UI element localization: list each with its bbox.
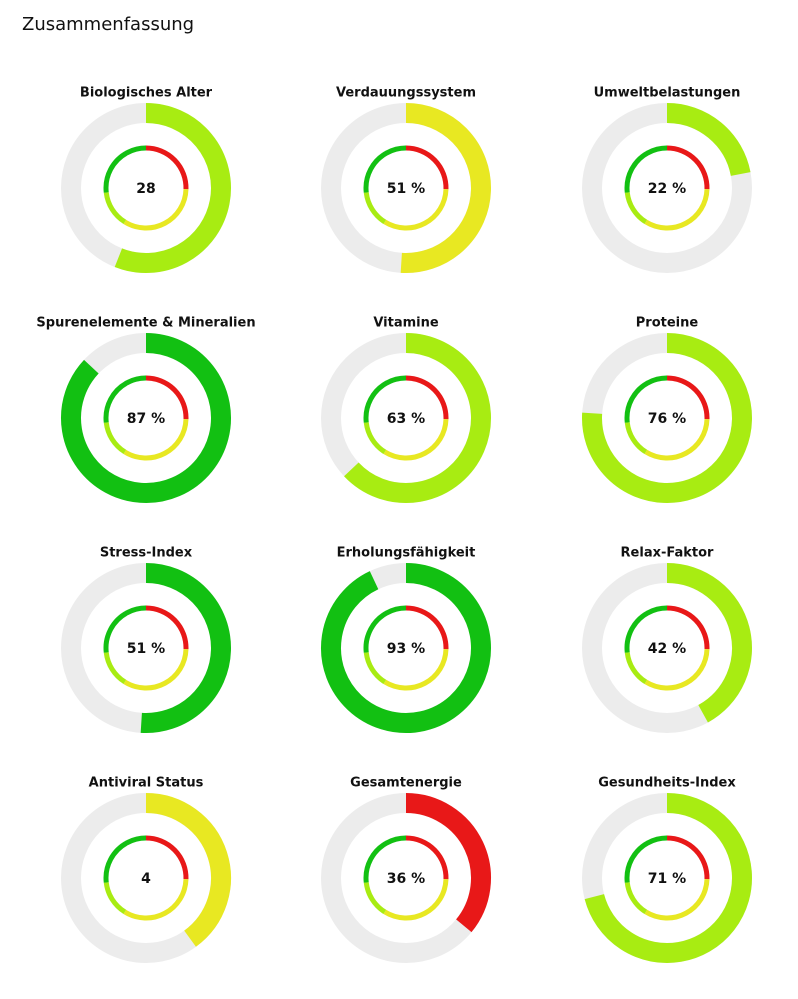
inner-ring-segment	[644, 649, 710, 691]
inner-ring-segment	[624, 610, 650, 653]
gauge-arc	[400, 103, 491, 273]
inner-ring-segment	[145, 145, 189, 190]
inner-ring-segment	[666, 375, 710, 420]
inner-ring-segment	[103, 192, 127, 225]
inner-ring-segment	[624, 882, 648, 915]
gauge-value-label: 51 %	[387, 181, 425, 197]
inner-ring-segment	[644, 879, 710, 921]
inner-ring-segment	[123, 879, 189, 921]
inner-ring-segment	[644, 419, 710, 461]
gauge-title: Gesundheits-Index	[598, 776, 736, 791]
inner-ring-segment	[363, 422, 387, 455]
gauge-value-label: 36 %	[387, 871, 425, 887]
inner-ring-segment	[123, 649, 189, 691]
inner-ring-segment	[125, 605, 147, 616]
inner-ring-segment	[363, 192, 387, 225]
gauge-title: Proteine	[636, 316, 699, 331]
inner-ring-segment	[103, 652, 127, 685]
inner-ring-segment	[103, 840, 129, 883]
gauge-value-label: 76 %	[648, 411, 686, 427]
gauge-arc	[666, 103, 751, 177]
inner-ring-segment	[624, 422, 648, 455]
gauge-arc	[145, 793, 231, 947]
gauge-title: Spurenelemente & Mineralien	[36, 316, 255, 331]
inner-ring-segment	[383, 189, 449, 231]
inner-ring-segment	[363, 380, 389, 423]
inner-ring-segment	[103, 422, 127, 455]
gauge-arc	[405, 793, 491, 933]
inner-ring-segment	[405, 835, 449, 880]
gauge-title: Biologisches Alter	[80, 86, 213, 101]
gauge-value-label: 4	[141, 871, 151, 887]
page-title: Zusammenfassung	[22, 14, 194, 35]
inner-ring-segment	[405, 145, 449, 190]
inner-ring-segment	[125, 145, 147, 156]
gauge-arc	[140, 563, 231, 733]
gauge-title: Verdauungssystem	[336, 86, 476, 101]
inner-ring-segment	[624, 192, 648, 225]
inner-ring-segment	[123, 419, 189, 461]
gauge-title: Umweltbelastungen	[594, 86, 741, 101]
inner-ring-segment	[125, 835, 147, 846]
inner-ring-segment	[363, 150, 389, 193]
inner-ring-segment	[383, 419, 449, 461]
inner-ring-segment	[646, 145, 668, 156]
inner-ring-segment	[624, 380, 650, 423]
inner-ring-segment	[644, 189, 710, 231]
inner-ring-segment	[405, 605, 449, 650]
inner-ring-segment	[363, 610, 389, 653]
inner-ring-segment	[103, 610, 129, 653]
inner-ring-segment	[145, 835, 189, 880]
inner-ring-segment	[646, 835, 668, 846]
inner-ring-segment	[145, 605, 189, 650]
gauge-value-label: 71 %	[648, 871, 686, 887]
inner-ring-segment	[385, 605, 407, 616]
gauge-arc	[114, 103, 231, 273]
inner-ring-segment	[383, 879, 449, 921]
gauge-title: Vitamine	[373, 316, 439, 331]
gauge-arc	[666, 563, 752, 723]
inner-ring-segment	[666, 835, 710, 880]
gauge-title: Stress-Index	[100, 546, 193, 561]
inner-ring-segment	[125, 375, 147, 386]
inner-ring-segment	[646, 605, 668, 616]
inner-ring-segment	[646, 375, 668, 386]
gauge-title: Relax-Faktor	[621, 546, 715, 561]
inner-ring-segment	[103, 150, 129, 193]
inner-ring-segment	[624, 652, 648, 685]
inner-ring-segment	[666, 605, 710, 650]
inner-ring-segment	[363, 840, 389, 883]
gauge-title: Antiviral Status	[89, 776, 204, 791]
gauge-value-label: 22 %	[648, 181, 686, 197]
inner-ring-segment	[103, 380, 129, 423]
inner-ring-segment	[385, 835, 407, 846]
gauge-arc	[584, 793, 752, 963]
inner-ring-segment	[624, 150, 650, 193]
gauge-value-label: 93 %	[387, 641, 425, 657]
gauge-value-label: 87 %	[127, 411, 165, 427]
inner-ring-segment	[383, 649, 449, 691]
inner-ring-segment	[103, 882, 127, 915]
gauge-value-label: 28	[136, 181, 155, 197]
gauge-arc	[61, 333, 231, 503]
gauge-arc	[321, 563, 491, 733]
gauge-title: Erholungsfähigkeit	[337, 546, 476, 561]
inner-ring-segment	[405, 375, 449, 420]
gauge-value-label: 63 %	[387, 411, 425, 427]
inner-ring-segment	[385, 375, 407, 386]
inner-ring-segment	[145, 375, 189, 420]
gauge-arc	[344, 333, 491, 503]
inner-ring-segment	[363, 882, 387, 915]
inner-ring-segment	[624, 840, 650, 883]
inner-ring-segment	[385, 145, 407, 156]
gauge-value-label: 51 %	[127, 641, 165, 657]
inner-ring-segment	[363, 652, 387, 685]
gauge-arc	[582, 333, 752, 503]
gauge-title: Gesamtenergie	[350, 776, 462, 791]
gauge-value-label: 42 %	[648, 641, 686, 657]
inner-ring-segment	[123, 189, 189, 231]
inner-ring-segment	[666, 145, 710, 190]
